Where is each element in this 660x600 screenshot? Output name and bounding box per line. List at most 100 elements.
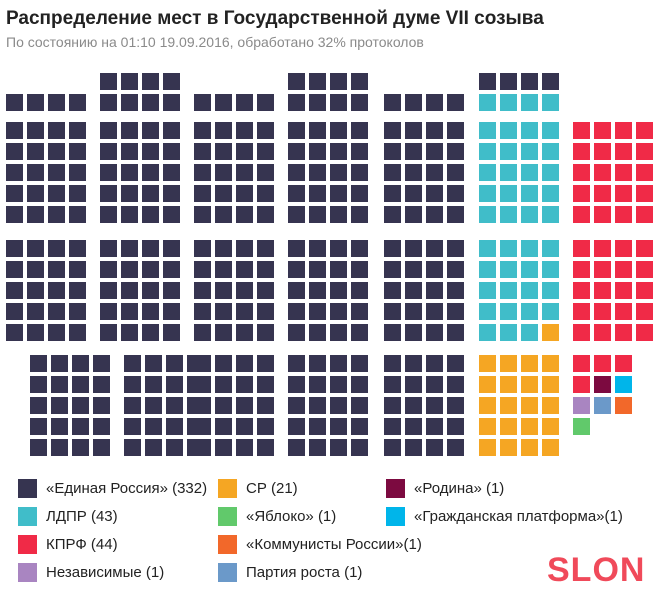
seat-1 — [236, 143, 253, 160]
seat-1 — [288, 282, 305, 299]
seat-1 — [288, 397, 305, 414]
seat-3 — [594, 355, 611, 372]
seat-1 — [236, 439, 253, 456]
seat-5 — [500, 397, 517, 414]
legend-label: ЛДПР (43) — [46, 507, 118, 525]
seat-1 — [121, 261, 138, 278]
seat-1 — [542, 73, 559, 90]
seat-1 — [384, 439, 401, 456]
seat-1 — [330, 303, 347, 320]
seat-1 — [236, 240, 253, 257]
seat-1 — [330, 240, 347, 257]
seat-1 — [124, 397, 141, 414]
seat-1 — [288, 324, 305, 341]
seat-1 — [288, 261, 305, 278]
seat-1 — [142, 206, 159, 223]
seat-1 — [48, 143, 65, 160]
seat-1 — [166, 355, 183, 372]
seat-1 — [236, 397, 253, 414]
seat-1 — [405, 164, 422, 181]
chart-title: Распределение мест в Государственной дум… — [6, 8, 544, 29]
seat-1 — [426, 94, 443, 111]
seat-2 — [521, 206, 538, 223]
seat-1 — [405, 261, 422, 278]
seat-5 — [521, 418, 538, 435]
legend-label: «Единая Россия» (332) — [46, 479, 208, 497]
legend-swatch — [386, 506, 405, 526]
seat-1 — [145, 418, 162, 435]
seat-1 — [51, 397, 68, 414]
seat-1 — [309, 73, 326, 90]
seat-1 — [215, 355, 232, 372]
seat-3 — [594, 240, 611, 257]
legend-label: СР (21) — [246, 479, 298, 497]
seat-1 — [309, 303, 326, 320]
seat-8 — [594, 397, 611, 414]
seat-1 — [309, 240, 326, 257]
seat-1 — [330, 261, 347, 278]
seat-1 — [309, 185, 326, 202]
seat-1 — [6, 261, 23, 278]
seat-5 — [479, 376, 496, 393]
seat-7 — [615, 397, 632, 414]
seat-4 — [573, 397, 590, 414]
seat-2 — [542, 185, 559, 202]
seat-1 — [215, 143, 232, 160]
seat-1 — [27, 303, 44, 320]
seat-1 — [69, 282, 86, 299]
seat-1 — [100, 282, 117, 299]
seat-1 — [447, 397, 464, 414]
seat-3 — [615, 143, 632, 160]
seat-2 — [542, 164, 559, 181]
seat-1 — [215, 324, 232, 341]
seat-1 — [142, 164, 159, 181]
seat-3 — [594, 282, 611, 299]
seat-2 — [521, 185, 538, 202]
seat-1 — [330, 73, 347, 90]
seat-1 — [194, 122, 211, 139]
seat-3 — [636, 303, 653, 320]
seat-5 — [521, 439, 538, 456]
seat-2 — [479, 185, 496, 202]
seat-1 — [27, 324, 44, 341]
seat-1 — [384, 261, 401, 278]
legend-item: Партия роста (1) — [218, 561, 362, 583]
seat-1 — [447, 439, 464, 456]
seat-1 — [69, 206, 86, 223]
seat-1 — [215, 94, 232, 111]
seat-5 — [500, 418, 517, 435]
legend-item: КПРФ (44) — [18, 533, 118, 555]
seat-1 — [351, 439, 368, 456]
seat-1 — [121, 94, 138, 111]
seat-1 — [194, 143, 211, 160]
seat-5 — [479, 397, 496, 414]
seat-1 — [166, 376, 183, 393]
seat-1 — [72, 355, 89, 372]
seat-2 — [479, 143, 496, 160]
seat-3 — [594, 206, 611, 223]
seat-5 — [542, 439, 559, 456]
seat-1 — [51, 355, 68, 372]
legend-swatch — [218, 506, 237, 526]
seat-5 — [500, 355, 517, 372]
seat-1 — [288, 164, 305, 181]
seat-3 — [636, 164, 653, 181]
seat-map — [6, 73, 653, 456]
seat-5 — [521, 355, 538, 372]
seat-1 — [142, 73, 159, 90]
seat-1 — [426, 397, 443, 414]
seat-1 — [194, 324, 211, 341]
seat-1 — [405, 143, 422, 160]
seat-1 — [447, 164, 464, 181]
chart-subtitle: По состоянию на 01:10 19.09.2016, обрабо… — [6, 34, 424, 50]
seat-1 — [288, 303, 305, 320]
seat-1 — [288, 376, 305, 393]
seat-5 — [542, 355, 559, 372]
seat-1 — [215, 418, 232, 435]
seat-1 — [142, 303, 159, 320]
seat-1 — [72, 376, 89, 393]
seat-1 — [236, 206, 253, 223]
seat-1 — [236, 418, 253, 435]
seat-1 — [145, 439, 162, 456]
seat-1 — [194, 376, 211, 393]
